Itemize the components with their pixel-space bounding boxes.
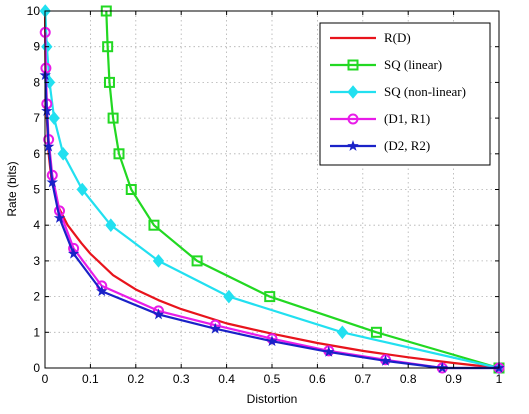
x-tick-label: 0.4: [218, 372, 235, 386]
tick-layer: 0 0.1 0.2 0.3 0.4 0.5 0.6 0.7 0.8 0.9 101234567891…: [27, 4, 503, 386]
y-tick-label: 1: [33, 325, 40, 339]
x-tick-label: 0.5: [264, 372, 281, 386]
y-tick-label: 5: [33, 183, 40, 197]
series-point-2: [76, 182, 88, 197]
series-point-2: [105, 218, 117, 232]
series-line-4: [44, 75, 499, 370]
series-point-1: [102, 41, 114, 53]
series-point-4: [266, 335, 278, 347]
series-point-2: [152, 254, 165, 268]
y-tick-label: 7: [33, 111, 40, 125]
x-tick-label: 0.8: [400, 372, 417, 386]
series-point-2: [48, 111, 60, 125]
series-point-4: [67, 247, 80, 259]
series-point-2: [223, 289, 235, 304]
legend-label: SQ (linear): [384, 57, 442, 72]
series-point-1: [148, 219, 160, 231]
x-tick-label: 0.6: [309, 372, 326, 386]
x-tick-label: 1: [496, 372, 503, 386]
y-tick-label: 3: [33, 254, 40, 268]
y-tick-label: 6: [33, 147, 40, 161]
legend-swatch-marker: [347, 139, 359, 151]
series-point-2: [57, 147, 69, 161]
series-layer: [39, 4, 505, 375]
series-point-1: [103, 76, 115, 88]
x-tick-label: 0.9: [445, 372, 462, 386]
series-point-2: [336, 325, 349, 340]
series-2: [39, 4, 505, 375]
x-tick-label: 0.3: [173, 372, 190, 386]
y-axis-title: Rate (bits): [5, 161, 19, 216]
x-tick-label: 0.1: [82, 372, 99, 386]
series-line-1: [105, 10, 500, 370]
series-point-1: [264, 291, 276, 303]
legend-label: (D2, R2): [384, 138, 430, 153]
y-tick-label: 9: [33, 40, 40, 54]
y-tick-label: 8: [33, 75, 40, 89]
x-tick-label: 0: [42, 372, 49, 386]
series-point-4: [209, 322, 221, 334]
series-point-1: [113, 148, 125, 160]
series-point-4: [41, 104, 53, 116]
series-point-4: [379, 354, 392, 366]
legend-item-4: (D2, R2): [330, 138, 430, 153]
series-point-1: [107, 112, 119, 124]
legend-label: (D1, R1): [384, 111, 430, 126]
legend-item-2: SQ (non-linear): [330, 84, 466, 99]
series-point-4: [152, 308, 165, 320]
legend-swatch-marker: [347, 85, 359, 99]
legend-swatch-marker: [347, 113, 359, 125]
series-point-1: [125, 184, 137, 195]
legend-box: [319, 22, 491, 166]
legend-swatch-marker: [347, 59, 359, 71]
legend: R(D) SQ (linear) SQ (non-linear) (D1, R1) (D…: [319, 22, 491, 166]
legend-items: R(D) SQ (linear) SQ (non-linear) (D1, R1) (D…: [330, 30, 466, 153]
series-point-1: [191, 255, 203, 267]
y-tick-label: 10: [27, 4, 41, 18]
legend-item-3: (D1, R1): [330, 111, 430, 126]
y-tick-label: 4: [33, 218, 40, 232]
series-point-4: [323, 345, 335, 357]
y-tick-label: 2: [33, 290, 40, 304]
series-point-4: [46, 176, 58, 188]
series-point-4: [53, 212, 66, 223]
series-point-4: [96, 285, 108, 297]
y-tick-label: 0: [33, 361, 40, 375]
legend-item-1: SQ (linear): [330, 57, 442, 72]
x-tick-label: 0.7: [354, 372, 371, 386]
x-tick-label: 0.2: [127, 372, 144, 386]
x-axis-title: Distortion: [247, 392, 298, 406]
series-point-1: [370, 326, 382, 338]
legend-label: SQ (non-linear): [384, 84, 466, 99]
legend-item-0: R(D): [330, 30, 411, 45]
legend-label: R(D): [384, 30, 411, 45]
